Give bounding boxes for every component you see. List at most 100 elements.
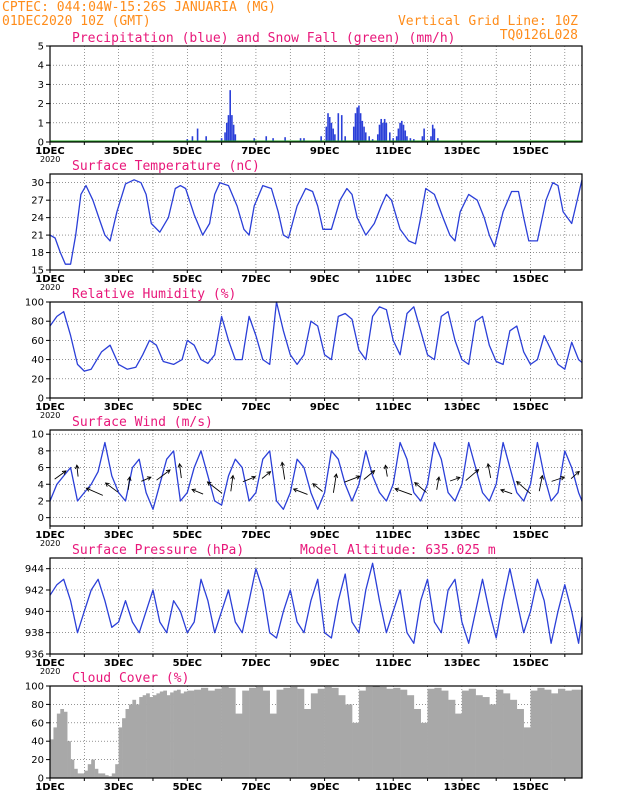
x-tick-label: 11DEC xyxy=(375,658,411,669)
x-tick-label: 1DEC xyxy=(35,146,64,157)
y-tick-label: 6 xyxy=(38,463,44,474)
wind-vector xyxy=(570,471,580,480)
precip-bar xyxy=(330,122,333,142)
wind-vector-head xyxy=(474,468,480,474)
cloud-bar xyxy=(221,686,229,778)
cloud-bar xyxy=(564,690,573,778)
x-tick-label: 9DEC xyxy=(310,782,339,793)
precip-bar xyxy=(385,122,388,142)
wind-vector-head xyxy=(575,470,580,476)
precip-bar xyxy=(265,136,268,142)
wind-series-line xyxy=(49,441,583,510)
panel-annotation: Model Altitude: 635.025 m xyxy=(300,543,496,558)
panel-pressure: 936 938 940 942 944 1DEC 3DEC 5DEC 7DEC 9DEC 11DEC… xyxy=(25,543,583,676)
cloud-bar xyxy=(303,709,312,778)
y-tick-label: 30 xyxy=(31,178,44,189)
x-tick-label: 1DEC xyxy=(35,274,64,285)
cloud-bar xyxy=(551,693,559,778)
x-tick-label: 9DEC xyxy=(310,530,339,541)
cloud-bar xyxy=(187,690,195,778)
cloud-bar xyxy=(379,686,387,778)
x-year-label: 2020 xyxy=(40,155,60,164)
cloud-bar xyxy=(242,690,250,778)
y-tick-label: 18 xyxy=(31,248,44,259)
x-tick-label: 11DEC xyxy=(375,146,411,157)
wind-vector-head xyxy=(499,488,505,494)
x-year-label: 2020 xyxy=(40,539,60,548)
cloud-bar xyxy=(170,692,174,778)
precip-bar xyxy=(431,124,434,142)
cloud-bar xyxy=(496,689,504,778)
wind-vector-head xyxy=(280,461,285,467)
precip-bar xyxy=(380,118,383,142)
x-tick-label: 7DEC xyxy=(241,782,270,793)
x-tick-label: 9DEC xyxy=(310,274,339,285)
cloud-bar xyxy=(128,704,133,778)
x-tick-label: 11DEC xyxy=(375,274,411,285)
cloud-bar xyxy=(420,722,428,778)
wind-vector-head xyxy=(292,488,298,493)
cloud-bar xyxy=(163,690,167,778)
wind-vector-head xyxy=(177,462,183,468)
cloud-bar xyxy=(146,693,150,778)
precip-bar xyxy=(361,120,364,142)
cloud-bar xyxy=(276,689,284,778)
precip-bar xyxy=(397,128,400,142)
wind-vector xyxy=(156,469,171,481)
wind-vector xyxy=(414,482,427,493)
precip-bar xyxy=(299,138,302,142)
y-tick-label: 60 xyxy=(31,336,44,347)
cloud-bar xyxy=(365,686,373,778)
x-tick-label: 7DEC xyxy=(241,658,270,669)
x-tick-label: 3DEC xyxy=(104,658,133,669)
x-tick-label: 5DEC xyxy=(173,658,202,669)
panel-cloud: 0 20 40 60 80 100 1DEC 3DEC 5DEC 7DEC 9DEC 11DEC 13D… xyxy=(25,671,583,793)
cloud-bar xyxy=(345,704,353,778)
precip-bar xyxy=(433,128,436,142)
cloud-bar xyxy=(544,689,552,778)
x-tick-label: 15DEC xyxy=(512,402,548,413)
cloud-bar xyxy=(194,689,202,778)
wind-vector-head xyxy=(146,476,152,481)
cloud-bar xyxy=(70,759,75,778)
precip-bar xyxy=(191,136,194,142)
panel-title: Relative Humidity (%) xyxy=(72,287,236,302)
panel-temperature: 15 18 21 24 27 30 1DEC 3DEC 5DEC 7DEC 9DEC 11DEC 13D… xyxy=(31,159,583,292)
panel-humidity: 0 20 40 60 80 100 1DEC 3DEC 5DEC 7DEC 9DEC 11DEC 13D… xyxy=(25,287,583,420)
x-tick-label: 5DEC xyxy=(173,402,202,413)
precip-bar xyxy=(378,124,381,142)
precip-bar xyxy=(406,136,408,142)
x-tick-label: 11DEC xyxy=(375,530,411,541)
panel-title: Surface Pressure (hPa) xyxy=(72,543,244,558)
cloud-bar xyxy=(111,773,116,778)
x-tick-label: 13DEC xyxy=(444,402,480,413)
cloud-bar xyxy=(139,697,143,778)
cloud-bar xyxy=(67,741,71,778)
cloud-bar xyxy=(255,686,264,778)
cloud-bar xyxy=(468,688,476,778)
wind-vector xyxy=(141,476,152,482)
y-tick-label: 100 xyxy=(25,682,44,693)
panel-title: Precipitation (blue) and Snow Fall (gree… xyxy=(72,31,456,46)
cloud-bar xyxy=(441,690,449,778)
precip-bar xyxy=(327,113,329,142)
precip-bar xyxy=(359,113,362,142)
y-tick-label: 21 xyxy=(31,231,44,242)
wind-vector-head xyxy=(251,475,257,481)
cloud-bar xyxy=(290,686,298,778)
x-tick-label: 7DEC xyxy=(241,530,270,541)
precip-bar xyxy=(368,136,370,142)
panel-title: Surface Temperature (nC) xyxy=(72,159,260,174)
cloud-bar xyxy=(317,688,325,778)
wind-vector-head xyxy=(206,481,212,486)
cloud-bar xyxy=(503,693,511,778)
y-tick-label: 938 xyxy=(25,628,44,639)
cloud-bar xyxy=(283,687,291,778)
wind-vector xyxy=(127,476,131,490)
precip-bar xyxy=(334,134,336,142)
y-tick-label: 0 xyxy=(38,513,44,524)
cloud-bar xyxy=(352,722,360,778)
y-tick-label: 80 xyxy=(31,700,44,711)
wind-vector xyxy=(242,476,256,483)
wind-vector-head xyxy=(414,482,419,487)
